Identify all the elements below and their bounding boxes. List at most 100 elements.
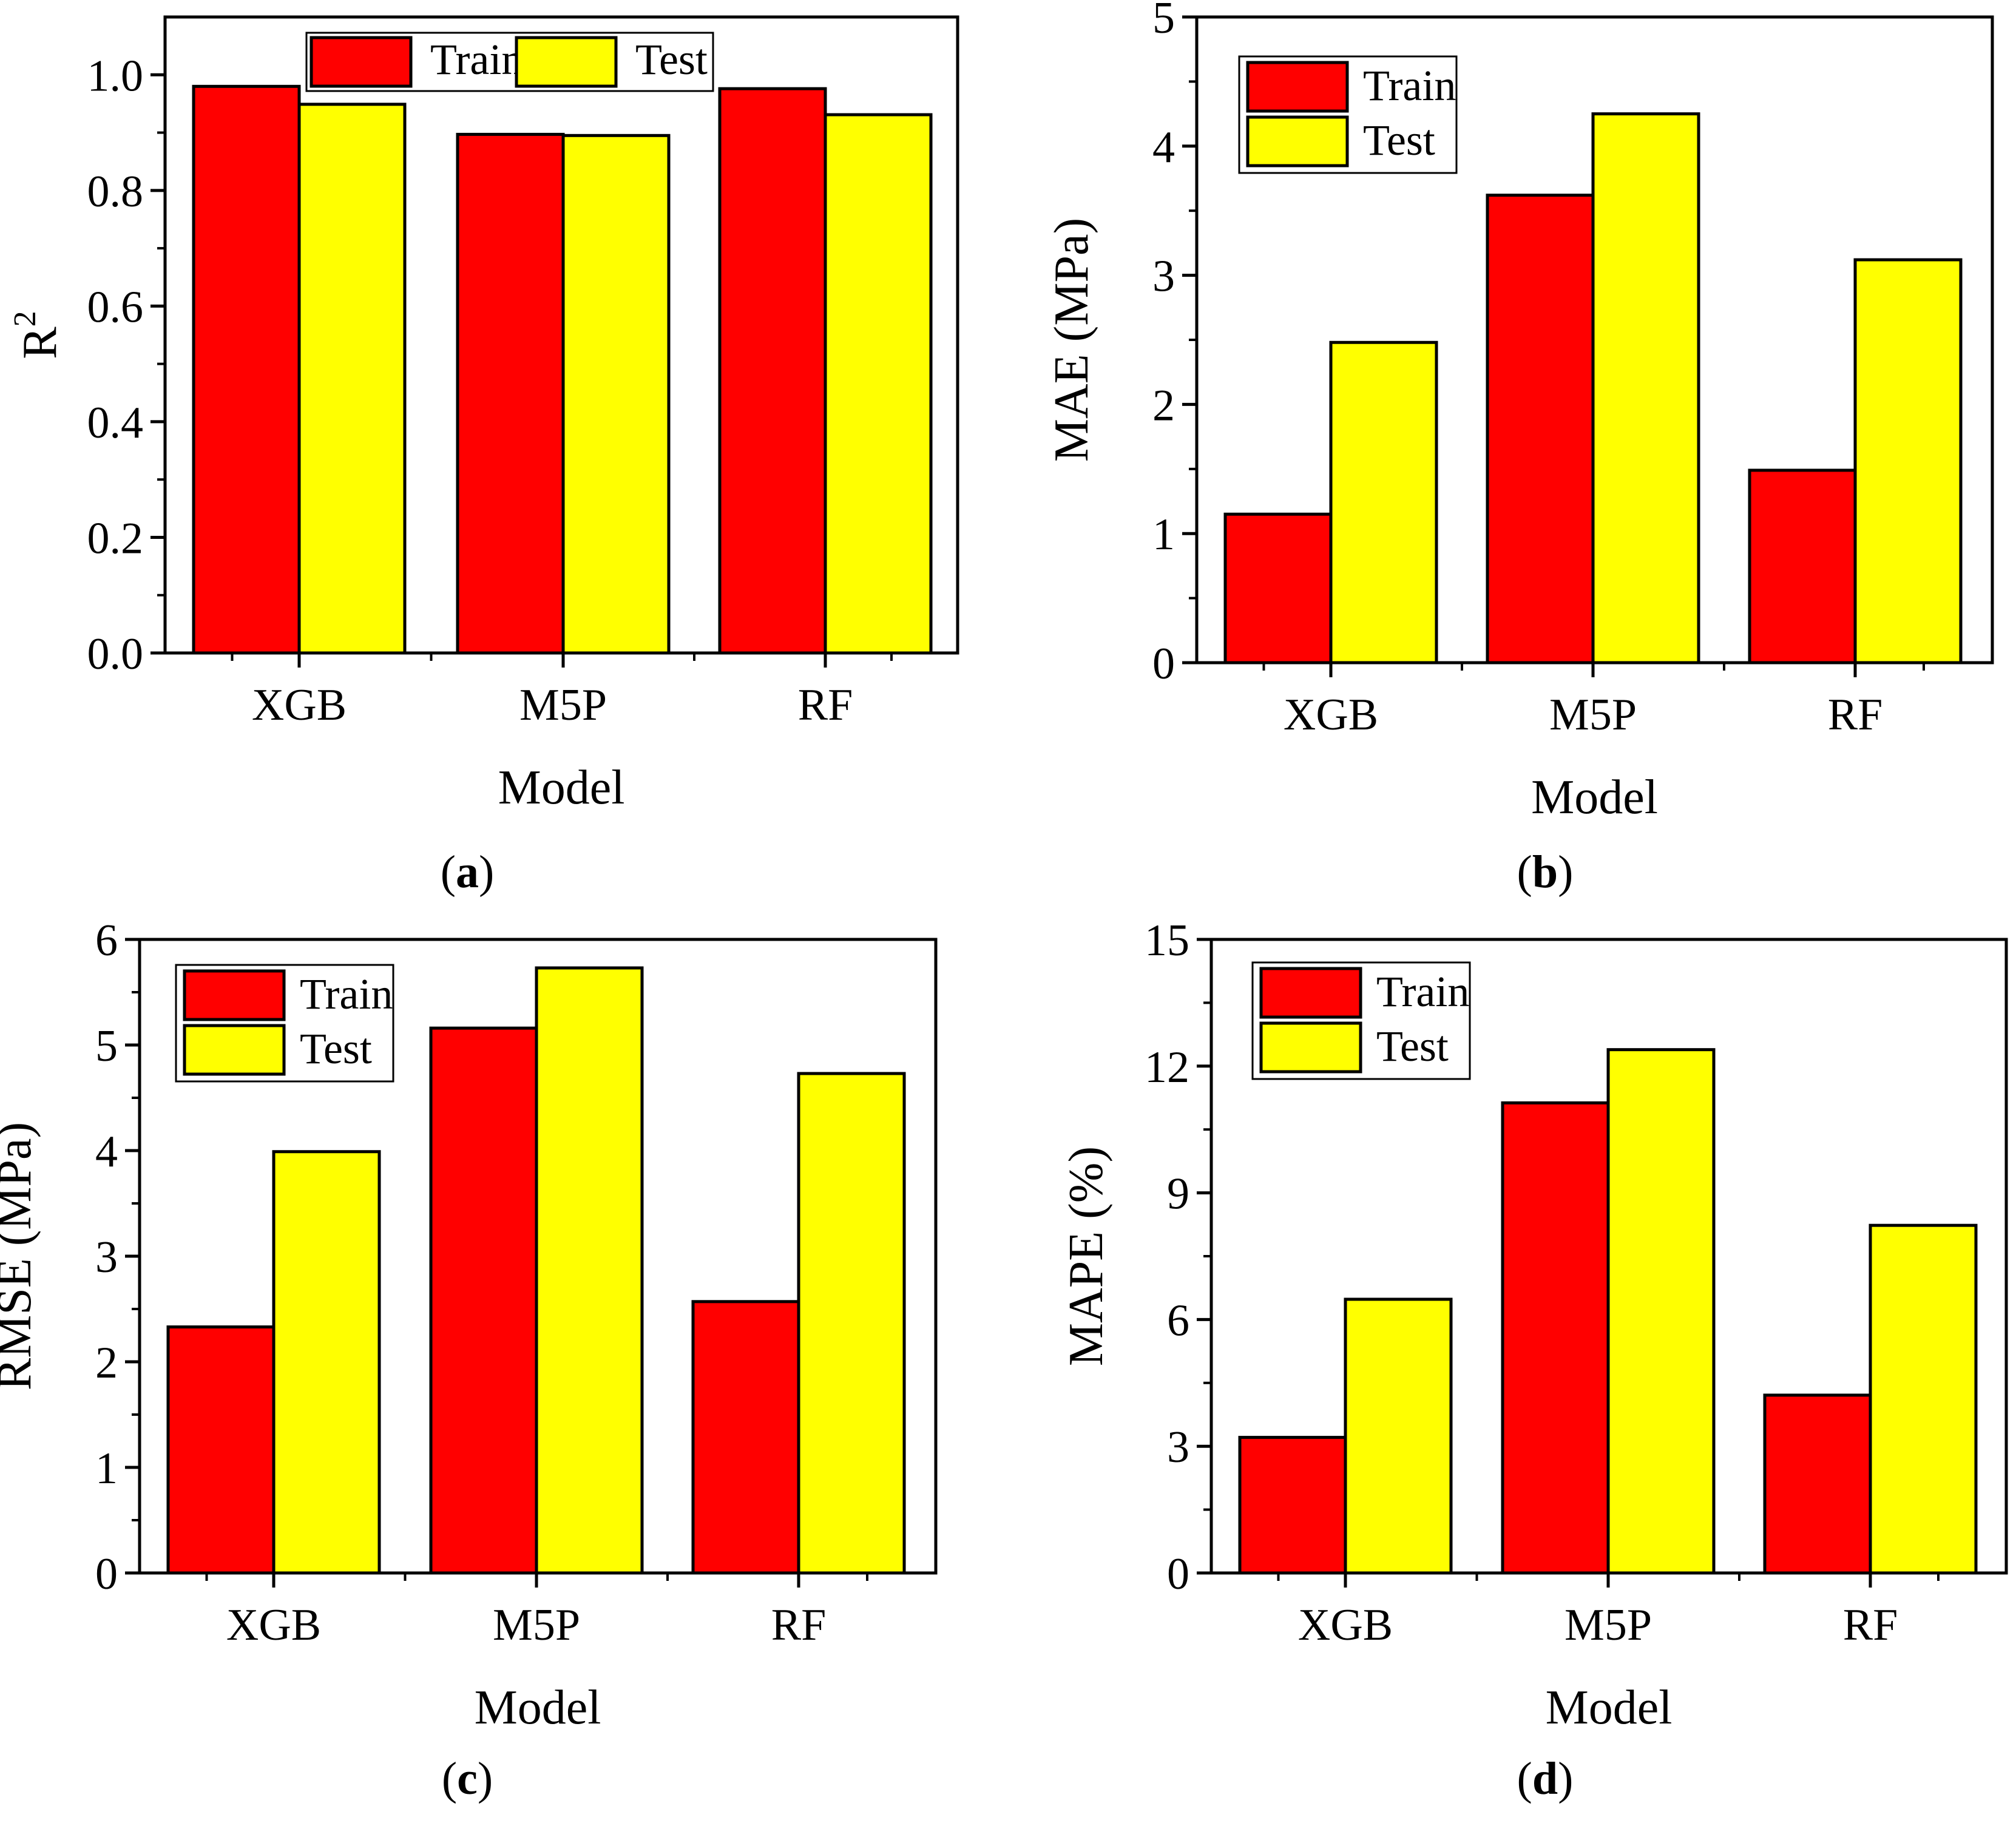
legend-label-train: Train [300, 970, 393, 1018]
y-tick-label: 0 [1152, 639, 1175, 689]
caption-open-paren: ( [1517, 847, 1532, 898]
legend: Train Test [1238, 55, 1458, 174]
caption-close-paren: ) [478, 1753, 493, 1804]
bar-train-xgb [192, 84, 301, 655]
y-tick-label: 0.4 [87, 398, 144, 448]
y-tick-label: 15 [1145, 916, 1189, 966]
bar-test-rf [1869, 1223, 1978, 1575]
y-tick-label: 4 [1152, 123, 1175, 172]
panel-b: 0 1 2 3 4 5 XGB M5P RF Model MAE (MPa) Train Test (b) [1045, 0, 1994, 898]
bar-test-m5p [561, 134, 671, 655]
bar-test-rf [1853, 258, 1963, 665]
bar-test-m5p [1591, 112, 1700, 665]
caption-close-paren: ) [479, 847, 494, 898]
y-axis-title: RMSE (MPa) [0, 1122, 41, 1390]
bar-test-rf [797, 1072, 906, 1575]
y-tick-label: 6 [1167, 1296, 1189, 1345]
y-tick-label: 1 [95, 1444, 118, 1493]
y-axis-title-main: RMSE (MPa) [0, 1122, 41, 1390]
x-axis-title: Model [1531, 771, 1658, 824]
y-tick-label: 1.0 [87, 51, 144, 101]
caption-open-paren: ( [442, 1753, 457, 1804]
y-tick-label: 0.8 [87, 167, 144, 217]
caption-close-paren: ) [1558, 1753, 1573, 1804]
legend-swatch-train [1259, 967, 1362, 1019]
y-tick-label: 0.2 [87, 513, 144, 563]
legend-label-train: Train [430, 35, 523, 84]
x-tick-label: XGB [226, 1600, 321, 1650]
y-axis-title: R2 [8, 311, 67, 359]
panel-c: 0 1 2 3 4 5 6 XGB M5P RF Model RMSE (MPa) Train Test (… [0, 916, 938, 1804]
legend-swatch-test [1246, 115, 1349, 167]
x-tick-label: RF [771, 1600, 827, 1650]
caption-letter: c [457, 1753, 478, 1804]
x-tick-label: RF [1828, 690, 1883, 740]
y-axis-title-main: MAPE (%) [1060, 1146, 1113, 1366]
legend-swatch-train [1246, 61, 1349, 113]
legend-label-test: Test [635, 35, 708, 84]
x-axis-title: Model [1546, 1681, 1673, 1734]
panel-d: 0 3 6 9 12 15 XGB M5P RF Model MAPE (%) Train Test (d… [1060, 916, 2008, 1804]
y-tick-label: 1 [1152, 510, 1175, 560]
y-tick-label: 3 [95, 1233, 118, 1282]
bar-train-xgb [1223, 512, 1333, 665]
legend-label-test: Test [1363, 116, 1435, 164]
panel-caption: (a) [441, 847, 495, 898]
y-tick-label: 2 [95, 1338, 118, 1388]
y-tick-label: 4 [95, 1127, 118, 1177]
legend-swatch-train [183, 969, 286, 1021]
bar-train-xgb [166, 1325, 276, 1575]
legend-label-train: Train [1363, 61, 1456, 110]
bar-train-m5p [456, 132, 565, 655]
x-tick-label: M5P [519, 680, 607, 730]
x-tick-label: XGB [1284, 690, 1378, 740]
bar-test-xgb [272, 1150, 381, 1575]
plot-frame [163, 15, 959, 655]
y-tick-label: 0.6 [87, 282, 144, 332]
y-tick-label: 0 [95, 1549, 118, 1599]
legend: Train Test [305, 32, 714, 92]
y-tick-label: 3 [1152, 252, 1175, 302]
panel-a: 0.0 0.2 0.4 0.6 0.8 1.0 XGB M5P RF Model R2 Train Te… [8, 15, 959, 898]
y-tick-label: 9 [1167, 1169, 1189, 1219]
y-tick-label: 0 [1167, 1549, 1189, 1599]
bar-test-rf [824, 113, 933, 655]
y-tick-label: 5 [1152, 0, 1175, 43]
bar-train-m5p [1501, 1101, 1610, 1575]
panel-caption: (c) [442, 1753, 493, 1804]
y-axis-title-main: R [13, 326, 67, 359]
legend-swatch-test [183, 1024, 286, 1076]
y-axis-title-superscript: 2 [8, 311, 42, 326]
panel-caption: (b) [1517, 847, 1574, 898]
legend-label-test: Test [300, 1024, 372, 1073]
y-tick-label: 0.0 [87, 629, 144, 679]
caption-close-paren: ) [1558, 847, 1573, 898]
y-tick-label: 2 [1152, 380, 1175, 430]
y-tick-label: 5 [95, 1021, 118, 1071]
legend-swatch-train [310, 36, 413, 88]
y-axis-title-main: MAE (MPa) [1045, 218, 1098, 462]
x-tick-label: M5P [1549, 690, 1637, 740]
panel-caption: (d) [1517, 1753, 1574, 1804]
y-tick-label: 6 [95, 916, 118, 966]
x-tick-label: M5P [493, 1600, 580, 1650]
caption-letter: d [1532, 1753, 1558, 1804]
bar-train-rf [1763, 1393, 1872, 1575]
legend-label-test: Test [1376, 1022, 1449, 1070]
bar-train-m5p [429, 1026, 538, 1575]
bar-test-xgb [1344, 1297, 1453, 1575]
caption-open-paren: ( [1517, 1753, 1532, 1804]
bar-train-rf [718, 87, 827, 655]
x-axis-title: Model [475, 1681, 601, 1734]
legend-swatch-test [1259, 1021, 1362, 1074]
bar-train-xgb [1238, 1436, 1347, 1575]
bar-test-xgb [297, 103, 407, 655]
legend: Train Test [1251, 961, 1471, 1080]
bar-train-rf [1748, 468, 1857, 665]
bar-train-m5p [1486, 194, 1595, 665]
y-tick-label: 3 [1167, 1422, 1189, 1472]
bar-train-rf [691, 1300, 800, 1575]
x-tick-label: XGB [1298, 1600, 1393, 1650]
y-axis-title: MAPE (%) [1060, 1146, 1113, 1366]
